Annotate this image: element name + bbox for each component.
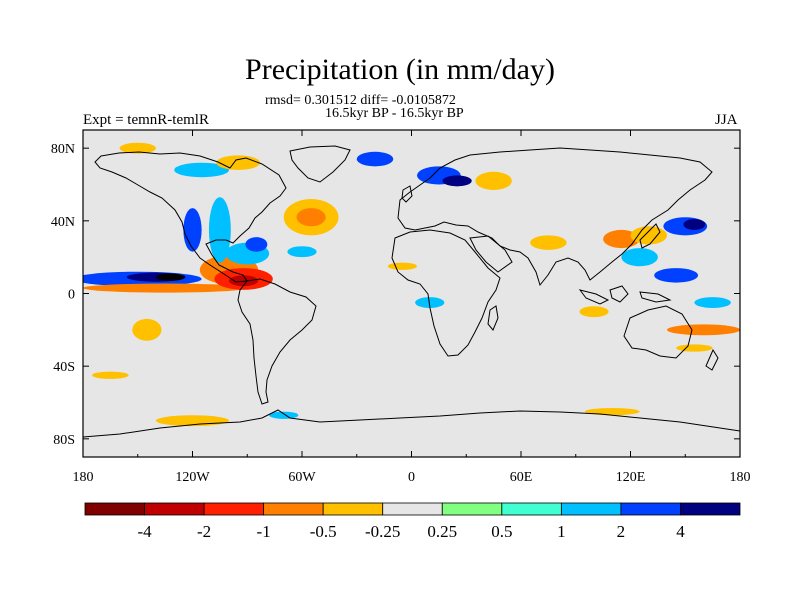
anomaly-patch [442, 175, 472, 187]
coastline-borneo [609, 285, 629, 303]
coastline-new-zealand [705, 348, 719, 371]
anomaly-patch [132, 318, 162, 341]
anomaly-patch [475, 171, 512, 190]
anomaly-patch [603, 229, 640, 249]
coastline-madagascar [487, 305, 499, 331]
anomaly-patch [119, 142, 156, 154]
anomaly-patch [287, 246, 317, 258]
coastline-indonesia [578, 289, 610, 305]
coastline-arabia [469, 235, 513, 273]
stats-line: rmsd= 0.301512 diff= -0.0105872 [265, 93, 456, 108]
anomaly-patch [356, 151, 394, 167]
colorbar-swatch [620, 502, 681, 516]
coastline-greenland [289, 145, 351, 183]
x-tick-label: 180 [730, 470, 751, 485]
coastline-south-america [237, 278, 317, 405]
colorbar-swatch [501, 502, 562, 516]
colorbar-label: 4 [676, 522, 685, 541]
colorbar-swatch [203, 502, 265, 516]
coastlines [83, 145, 740, 438]
anomaly-patch [579, 306, 609, 318]
coastline-australia [623, 305, 693, 359]
anomaly-patch [174, 162, 229, 178]
colorbar-label: 0.25 [427, 522, 457, 541]
coastline-antarctica [83, 409, 740, 438]
axis-ticks: 180 120W 60W 0 60E 120E 180 80N 40N 0 40S 80S [51, 130, 751, 485]
colorbar-label: 2 [617, 522, 626, 541]
colorbar-label: -0.5 [310, 522, 337, 541]
x-tick-label: 60E [510, 470, 533, 485]
colorbar-label: 0.5 [491, 522, 512, 541]
x-tick-label: 120W [175, 470, 210, 485]
colorbar-swatch [84, 502, 145, 516]
anomaly-patch [621, 248, 658, 267]
anomaly-patch [630, 226, 667, 245]
coastline-africa [391, 229, 501, 357]
anomaly-patch [269, 411, 299, 419]
coastline-great-britain [401, 185, 413, 203]
anomaly-patch [387, 262, 417, 270]
colorbar-label: -4 [137, 522, 152, 541]
colorbar-swatch [560, 502, 622, 516]
colorbar: -4 -2 -1 -0.5 -0.25 0.25 0.5 1 2 4 [84, 502, 741, 541]
y-tick-label: 0 [68, 288, 75, 303]
anomaly-patch [183, 208, 202, 252]
anomaly-patch [694, 297, 731, 309]
x-tick-label: 0 [408, 470, 415, 485]
anomaly-patch [156, 273, 186, 281]
coastline-new-guinea [639, 291, 672, 303]
x-tick-label: 180 [73, 470, 94, 485]
y-tick-label: 40S [53, 360, 75, 375]
anomaly-patch [415, 297, 445, 309]
anomaly-patch [676, 344, 713, 352]
anomaly-patch [245, 237, 268, 252]
experiment-label: Expt = temnR-temlR [83, 112, 209, 128]
colorbar-label: -2 [197, 522, 211, 541]
y-tick-label: 80S [53, 433, 75, 448]
colorbar-swatch [322, 502, 384, 516]
anomaly-patch [296, 208, 326, 227]
y-tick-label: 80N [51, 142, 75, 157]
anomaly-patch [216, 155, 261, 170]
colorbar-swatch [441, 502, 503, 516]
anomaly-patch [667, 324, 740, 336]
colorbar-label: -1 [257, 522, 271, 541]
colorbar-swatch [680, 502, 741, 516]
colorbar-label: -0.25 [365, 522, 400, 541]
anomaly-patch [530, 235, 567, 250]
plot-title: Precipitation (in mm/day) [245, 53, 555, 86]
colorbar-swatch [382, 502, 443, 516]
coastline-north-america [94, 151, 287, 283]
x-tick-label: 120E [616, 470, 646, 485]
colorbar-swatch [263, 502, 324, 516]
x-tick-label: 60W [288, 470, 316, 485]
anomaly-patch [92, 371, 129, 379]
colorbar-swatch [144, 502, 205, 516]
coastline-eurasia [397, 147, 713, 287]
anomaly-patch [83, 283, 248, 293]
colorbar-label: 1 [557, 522, 566, 541]
anomaly-patch [584, 407, 640, 416]
coastline-japan [639, 223, 661, 249]
anomaly-patch [229, 275, 259, 287]
map-background [83, 130, 740, 457]
anomaly-patch [208, 197, 231, 263]
precip-anomaly-layer [83, 142, 740, 427]
anomaly-patch [654, 268, 699, 283]
y-tick-label: 40N [51, 215, 75, 230]
season-label: JJA [715, 112, 738, 128]
anomaly-patch [683, 219, 706, 230]
period-line: 16.5kyr BP - 16.5kyr BP [325, 106, 464, 121]
